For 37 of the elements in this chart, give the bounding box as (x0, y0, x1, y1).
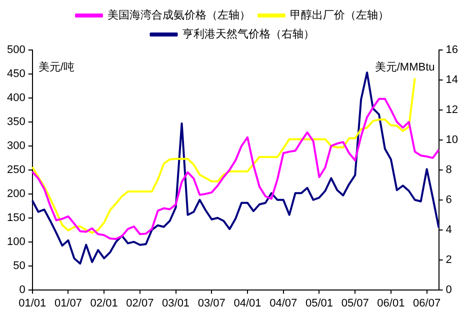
y-tick-label: 300 (6, 140, 26, 152)
x-tick-label: 03/01 (162, 297, 190, 310)
x-tick-label: 04/01 (234, 297, 262, 310)
legend-label: 甲醇出厂价（左轴） (290, 8, 389, 22)
y-axis-title: 美元/吨 (38, 60, 74, 74)
y2-tick-label: 10 (446, 134, 458, 146)
y2-tick-label: 2 (446, 254, 452, 266)
y-tick-label: 350 (6, 116, 26, 128)
x-tick-label: 01/01 (18, 297, 46, 310)
legend-label: 美国海湾合成氨价格（左轴） (108, 8, 250, 22)
legend-label: 亨利港天然气价格（右轴） (182, 28, 314, 41)
y-tick-label: 100 (6, 236, 26, 248)
y2-tick-label: 12 (446, 104, 458, 116)
x-tick-label: 02/07 (126, 297, 154, 310)
x-tick-label: 03/07 (198, 297, 226, 310)
y2-tick-label: 6 (446, 194, 452, 206)
y2-tick-label: 4 (446, 224, 452, 236)
x-tick-label: 06/07 (413, 297, 441, 310)
x-tick-label: 05/07 (341, 297, 369, 310)
x-tick-label: 05/01 (305, 297, 333, 310)
y-tick-label: 500 (6, 44, 26, 56)
y-tick-label: 200 (6, 188, 26, 200)
y2-axis-title: 美元/MMBtu (374, 60, 435, 74)
y-tick-label: 250 (6, 164, 26, 176)
y-tick-label: 0 (19, 284, 26, 296)
y-tick-label: 50 (13, 260, 26, 272)
y2-tick-label: 0 (446, 284, 452, 296)
y2-tick-label: 14 (446, 74, 458, 86)
x-tick-label: 02/01 (90, 297, 118, 310)
y2-tick-label: 16 (446, 44, 458, 56)
x-tick-label: 01/07 (54, 297, 82, 310)
y2-tick-label: 8 (446, 164, 452, 176)
y-tick-label: 400 (6, 92, 26, 104)
y-tick-label: 450 (6, 68, 26, 80)
y-tick-label: 150 (6, 212, 26, 224)
x-tick-label: 04/07 (270, 297, 298, 310)
x-tick-label: 06/01 (377, 297, 405, 310)
